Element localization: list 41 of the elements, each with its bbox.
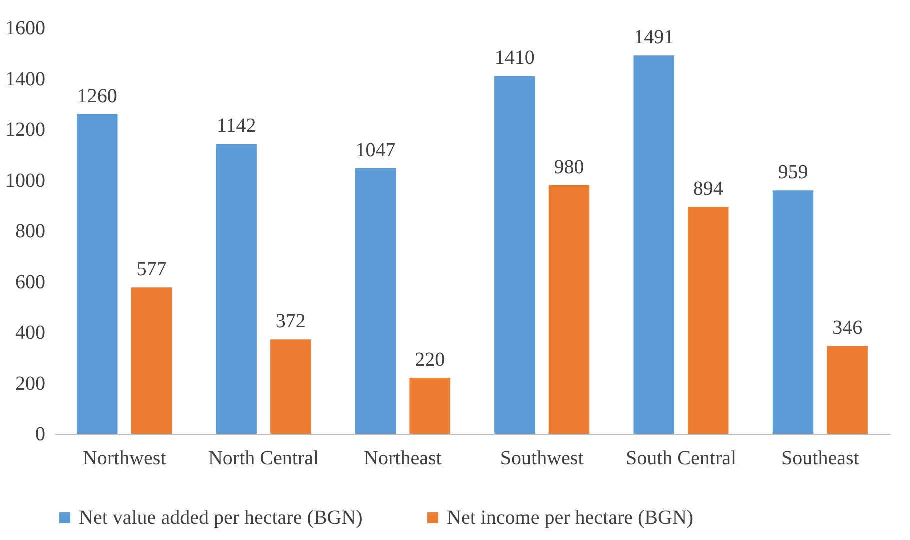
- data-label: 959: [778, 162, 808, 184]
- y-tick-label: 800: [16, 220, 46, 242]
- data-label: 346: [832, 317, 863, 340]
- x-tick-label: Northeast: [364, 448, 442, 470]
- bar: [548, 185, 590, 434]
- x-tick-label: Southwest: [500, 448, 584, 470]
- y-tick-label: 1400: [6, 68, 46, 90]
- legend-label: Net income per hectare (BGN): [447, 507, 694, 529]
- data-label: 372: [276, 310, 306, 333]
- legend-label: Net value added per hectare (BGN): [79, 507, 363, 529]
- x-tick-label: North Central: [208, 448, 320, 470]
- data-label: 1491: [634, 26, 674, 49]
- y-tick-label: 1200: [6, 119, 46, 141]
- bar: [772, 190, 814, 434]
- bar: [355, 168, 396, 434]
- bar: [827, 346, 868, 434]
- x-tick-label: South Central: [626, 448, 737, 470]
- y-tick-label: 200: [16, 372, 46, 395]
- data-label: 1260: [77, 85, 118, 108]
- y-tick-label: 1000: [6, 170, 46, 192]
- data-label: 894: [693, 178, 724, 200]
- data-label: 577: [136, 258, 167, 281]
- bar: [494, 76, 536, 434]
- bar: [270, 340, 312, 434]
- y-tick-label: 600: [16, 271, 46, 294]
- y-tick-label: 0: [36, 424, 46, 446]
- x-tick-label: Northwest: [82, 448, 167, 470]
- x-tick-label: Southeast: [782, 448, 860, 470]
- y-tick-label: 1600: [6, 18, 46, 40]
- data-label: 1142: [216, 115, 256, 138]
- data-label: 980: [554, 156, 584, 178]
- data-label: 1410: [494, 47, 535, 70]
- bar: [131, 288, 172, 434]
- bar: [634, 56, 674, 434]
- bar: [410, 378, 450, 434]
- bar: [77, 114, 118, 434]
- data-label: 1047: [356, 139, 396, 162]
- bar: [216, 144, 257, 434]
- y-tick-label: 400: [16, 322, 46, 344]
- data-label: 220: [415, 349, 446, 372]
- bar: [688, 207, 729, 434]
